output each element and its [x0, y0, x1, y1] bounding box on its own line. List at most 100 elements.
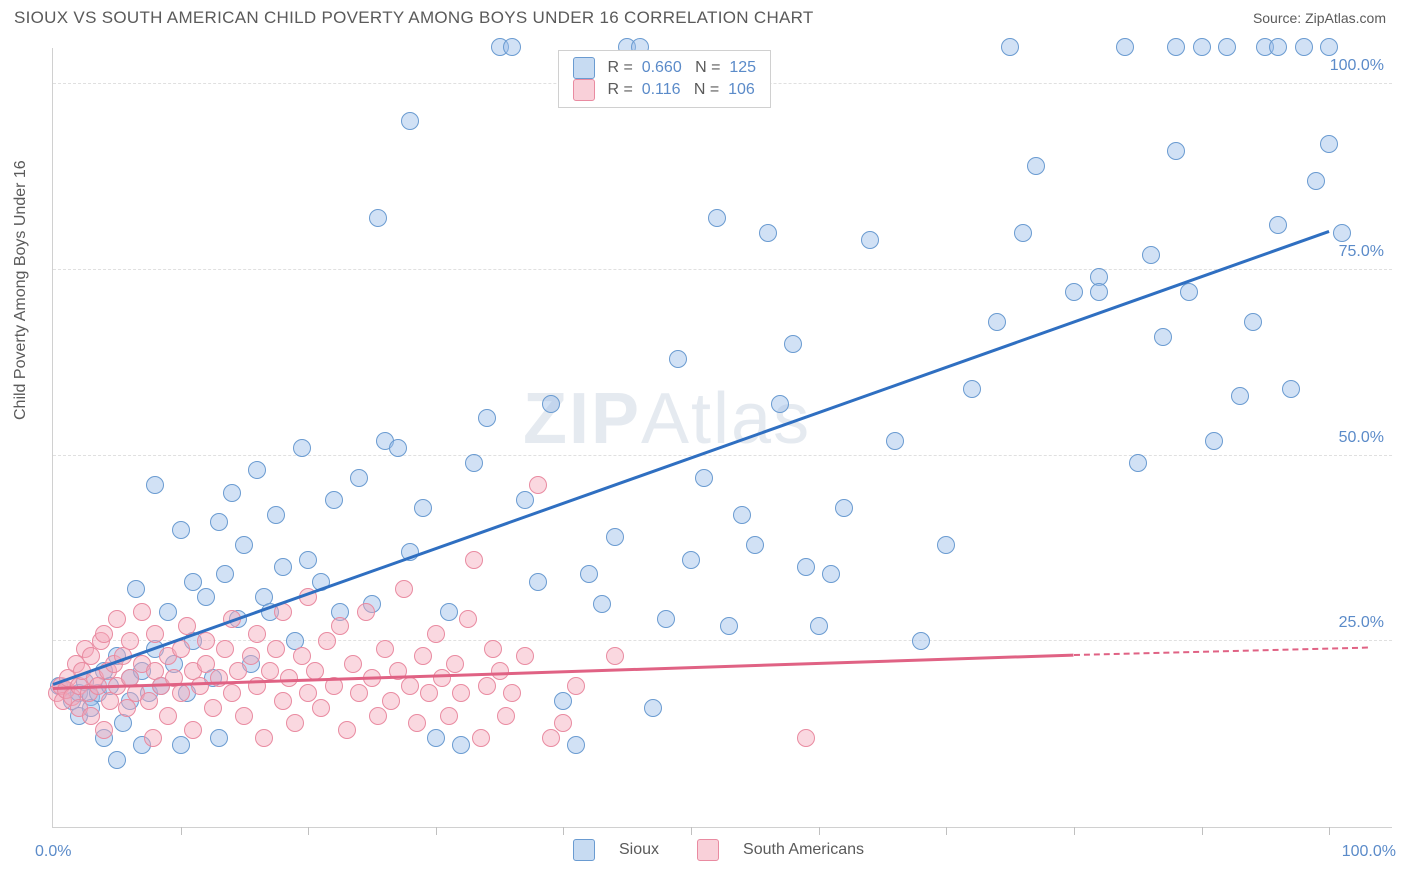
data-point — [797, 558, 815, 576]
data-point — [1090, 283, 1108, 301]
data-point — [1116, 38, 1134, 56]
legend-swatch — [573, 79, 595, 101]
data-point — [369, 209, 387, 227]
data-point — [389, 439, 407, 457]
data-point — [516, 491, 534, 509]
data-point — [1295, 38, 1313, 56]
data-point — [133, 603, 151, 621]
data-point — [1205, 432, 1223, 450]
data-point — [325, 491, 343, 509]
data-point — [299, 551, 317, 569]
gridline — [53, 455, 1392, 456]
data-point — [452, 684, 470, 702]
data-point — [1282, 380, 1300, 398]
data-point — [401, 677, 419, 695]
data-point — [108, 751, 126, 769]
x-tick — [1202, 827, 1203, 835]
data-point — [1154, 328, 1172, 346]
data-point — [331, 617, 349, 635]
data-point — [433, 669, 451, 687]
x-tick — [1074, 827, 1075, 835]
data-point — [733, 506, 751, 524]
legend-label: Sioux — [619, 841, 659, 859]
data-point — [1065, 283, 1083, 301]
data-point — [822, 565, 840, 583]
data-point — [204, 699, 222, 717]
stats-legend-row: R = 0.116 N = 106 — [573, 79, 756, 101]
data-point — [1001, 38, 1019, 56]
data-point — [127, 580, 145, 598]
data-point — [235, 536, 253, 554]
y-tick-label: 100.0% — [1330, 57, 1384, 75]
data-point — [223, 484, 241, 502]
data-point — [223, 684, 241, 702]
data-point — [484, 640, 502, 658]
data-point — [1193, 38, 1211, 56]
data-point — [440, 603, 458, 621]
data-point — [82, 707, 100, 725]
data-point — [1231, 387, 1249, 405]
data-point — [1307, 172, 1325, 190]
data-point — [465, 551, 483, 569]
y-tick-label: 75.0% — [1339, 243, 1384, 261]
data-point — [554, 714, 572, 732]
x-tick — [308, 827, 309, 835]
data-point — [593, 595, 611, 613]
data-point — [1167, 38, 1185, 56]
data-point — [644, 699, 662, 717]
data-point — [886, 432, 904, 450]
data-point — [95, 625, 113, 643]
y-tick-label: 25.0% — [1339, 614, 1384, 632]
data-point — [1180, 283, 1198, 301]
data-point — [299, 684, 317, 702]
data-point — [286, 714, 304, 732]
stats-legend-text: R = 0.116 N = 106 — [603, 81, 755, 99]
data-point — [408, 714, 426, 732]
data-point — [210, 729, 228, 747]
data-point — [414, 647, 432, 665]
data-point — [465, 454, 483, 472]
y-tick-label: 50.0% — [1339, 429, 1384, 447]
data-point — [708, 209, 726, 227]
scatter-chart: ZIPAtlas 25.0%50.0%75.0%100.0%0.0%100.0%… — [52, 48, 1392, 828]
data-point — [695, 469, 713, 487]
data-point — [720, 617, 738, 635]
x-tick — [946, 827, 947, 835]
stats-legend-text: R = 0.660 N = 125 — [603, 59, 756, 77]
data-point — [1269, 38, 1287, 56]
data-point — [1142, 246, 1160, 264]
watermark: ZIPAtlas — [523, 378, 811, 460]
data-point — [963, 380, 981, 398]
chart-title: SIOUX VS SOUTH AMERICAN CHILD POVERTY AM… — [14, 8, 814, 28]
data-point — [146, 476, 164, 494]
x-tick — [819, 827, 820, 835]
header: SIOUX VS SOUTH AMERICAN CHILD POVERTY AM… — [0, 0, 1406, 36]
data-point — [427, 625, 445, 643]
data-point — [146, 625, 164, 643]
data-point — [1014, 224, 1032, 242]
data-point — [235, 707, 253, 725]
data-point — [255, 729, 273, 747]
data-point — [835, 499, 853, 517]
data-point — [861, 231, 879, 249]
y-axis-label: Child Poverty Among Boys Under 16 — [12, 160, 30, 420]
data-point — [427, 729, 445, 747]
legend-swatch — [697, 839, 719, 861]
x-axis-max-label: 100.0% — [1342, 843, 1396, 861]
x-tick — [1329, 827, 1330, 835]
trend-line-dashed — [1074, 647, 1368, 656]
legend-swatch — [573, 57, 595, 79]
data-point — [542, 395, 560, 413]
data-point — [1320, 135, 1338, 153]
data-point — [229, 662, 247, 680]
data-point — [554, 692, 572, 710]
data-point — [267, 640, 285, 658]
data-point — [478, 409, 496, 427]
data-point — [267, 506, 285, 524]
data-point — [542, 729, 560, 747]
data-point — [242, 647, 260, 665]
data-point — [248, 625, 266, 643]
data-point — [401, 112, 419, 130]
data-point — [144, 729, 162, 747]
data-point — [912, 632, 930, 650]
